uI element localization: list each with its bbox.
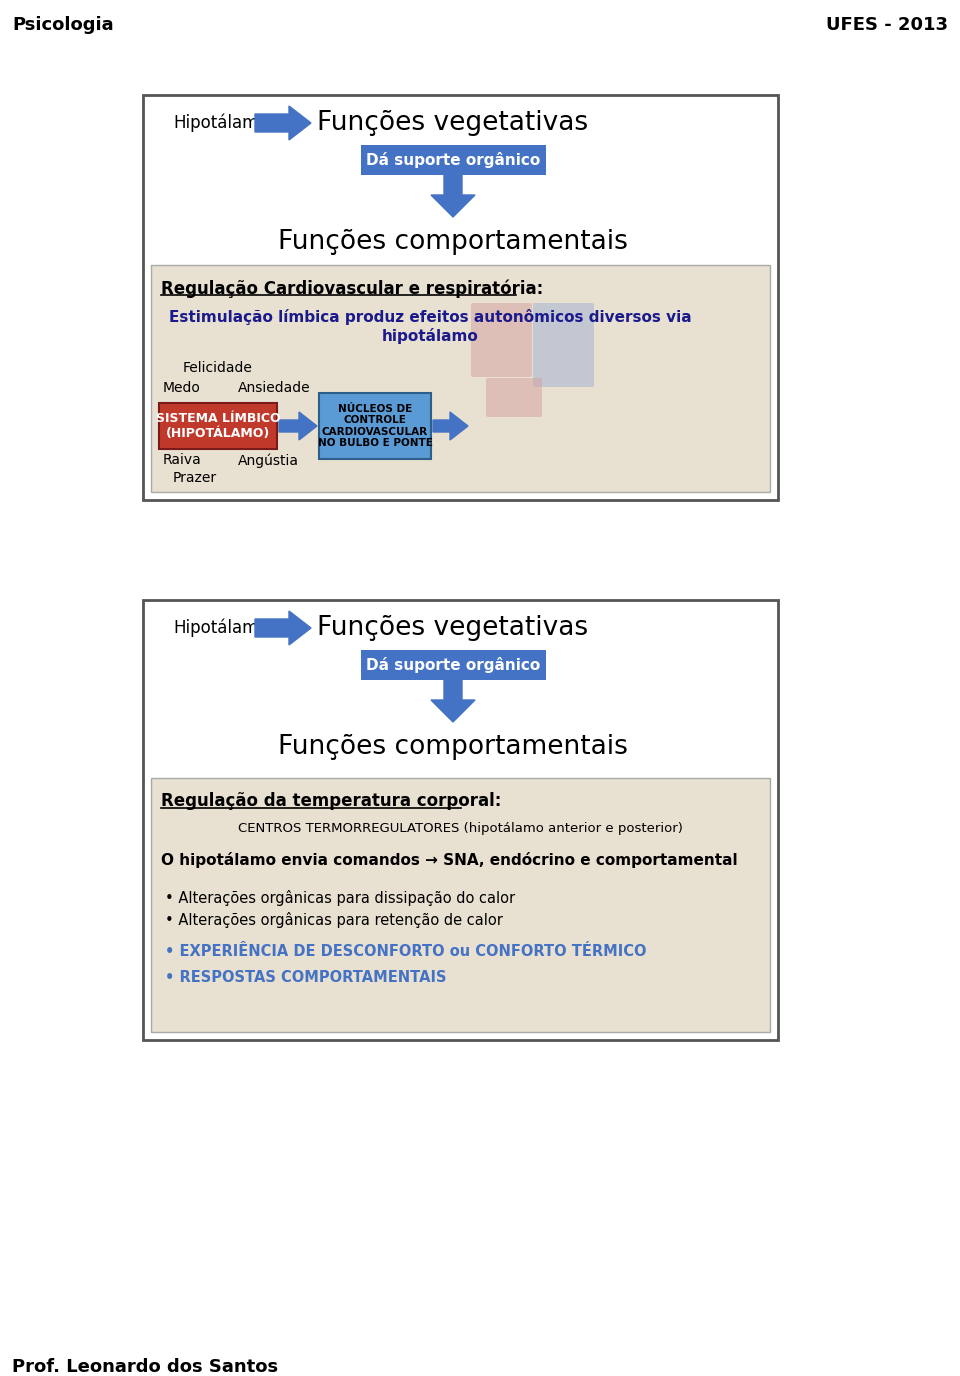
Text: Ansiedade: Ansiedade (238, 381, 311, 395)
Text: Dá suporte orgânico: Dá suporte orgânico (366, 656, 540, 673)
FancyBboxPatch shape (159, 403, 277, 449)
FancyBboxPatch shape (361, 649, 545, 680)
Text: Angústia: Angústia (238, 453, 299, 468)
FancyBboxPatch shape (486, 378, 542, 417)
FancyBboxPatch shape (471, 303, 532, 377)
Text: Funções comportamentais: Funções comportamentais (278, 228, 628, 255)
Polygon shape (279, 411, 317, 440)
Text: Funções comportamentais: Funções comportamentais (278, 733, 628, 760)
Polygon shape (255, 106, 311, 140)
Text: Prazer: Prazer (173, 471, 217, 484)
Text: Felicidade: Felicidade (183, 361, 252, 376)
FancyBboxPatch shape (361, 144, 545, 175)
Text: Raiva: Raiva (163, 453, 202, 466)
Text: NÚCLEOS DE
CONTROLE
CARDIOVASCULAR
NO BULBO E PONTE: NÚCLEOS DE CONTROLE CARDIOVASCULAR NO BU… (318, 403, 432, 449)
Text: Dá suporte orgânico: Dá suporte orgânico (366, 151, 540, 168)
Text: UFES - 2013: UFES - 2013 (826, 17, 948, 34)
Text: Prof. Leonardo dos Santos: Prof. Leonardo dos Santos (12, 1358, 278, 1376)
Text: • EXPERIÊNCIA DE DESCONFORTO ou CONFORTO TÉRMICO: • EXPERIÊNCIA DE DESCONFORTO ou CONFORTO… (165, 944, 646, 959)
Text: O hipotálamo envia comandos → SNA, endócrino e comportamental: O hipotálamo envia comandos → SNA, endóc… (161, 852, 737, 868)
Text: Funções vegetativas: Funções vegetativas (317, 110, 588, 136)
Text: Regulação Cardiovascular e respiratória:: Regulação Cardiovascular e respiratória: (161, 279, 543, 297)
Text: • RESPOSTAS COMPORTAMENTAIS: • RESPOSTAS COMPORTAMENTAIS (165, 970, 446, 985)
Text: Medo: Medo (163, 381, 201, 395)
Text: • Alterações orgânicas para dissipação do calor: • Alterações orgânicas para dissipação d… (165, 890, 516, 905)
Polygon shape (433, 411, 468, 440)
Text: Funções vegetativas: Funções vegetativas (317, 615, 588, 641)
Polygon shape (431, 680, 475, 722)
Polygon shape (255, 611, 311, 645)
FancyBboxPatch shape (319, 394, 431, 460)
FancyBboxPatch shape (151, 777, 770, 1032)
Text: • Alterações orgânicas para retenção de calor: • Alterações orgânicas para retenção de … (165, 912, 503, 927)
Text: Regulação da temperatura corporal:: Regulação da temperatura corporal: (161, 793, 501, 810)
FancyBboxPatch shape (143, 95, 778, 499)
Text: CENTROS TERMORREGULATORES (hipotálamo anterior e posterior): CENTROS TERMORREGULATORES (hipotálamo an… (238, 821, 683, 835)
Text: SISTEMA LÍMBICO
(HIPOTÁLAMO): SISTEMA LÍMBICO (HIPOTÁLAMO) (156, 411, 280, 440)
FancyBboxPatch shape (143, 600, 778, 1040)
FancyBboxPatch shape (151, 266, 770, 493)
Text: Hipotálamo: Hipotálamo (173, 114, 269, 132)
Text: Estimulação límbica produz efeitos autonômicos diversos via
hipotálamo: Estimulação límbica produz efeitos auton… (169, 310, 692, 344)
FancyBboxPatch shape (533, 303, 594, 387)
Polygon shape (431, 175, 475, 217)
Text: Hipotálamo: Hipotálamo (173, 619, 269, 637)
Text: Psicologia: Psicologia (12, 17, 113, 34)
